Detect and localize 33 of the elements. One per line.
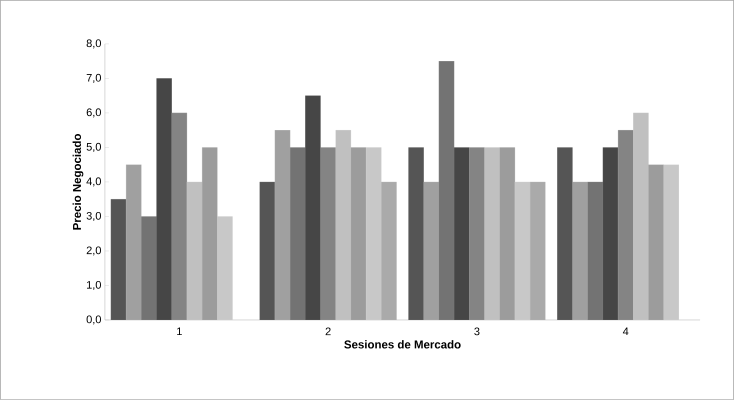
x-tick-label: 1 [177, 328, 182, 336]
bar [514, 182, 530, 320]
bar [217, 216, 233, 320]
x-tick-label: 3 [474, 328, 480, 336]
bar [484, 147, 500, 320]
bar [557, 147, 573, 320]
y-tick-label: 3,0 [86, 212, 101, 222]
y-tick-label: 2,0 [86, 246, 101, 256]
x-tick-label: 2 [326, 328, 331, 336]
y-tick-label: 7,0 [86, 74, 101, 84]
bar [366, 147, 382, 320]
y-tick-label: 5,0 [86, 142, 101, 152]
bar [110, 199, 126, 320]
bar [186, 182, 202, 320]
x-axis-title: Sesiones de Mercado [344, 340, 461, 349]
y-tick-label: 8,0 [86, 39, 101, 48]
bar [633, 112, 649, 320]
bar [602, 147, 618, 320]
y-tick-label: 4,0 [86, 177, 101, 187]
bar [305, 96, 321, 320]
bar [336, 130, 352, 320]
y-tick-label: 6,0 [86, 108, 101, 118]
bar [530, 182, 546, 320]
y-tick-label: 1,0 [87, 281, 101, 290]
bar [408, 147, 424, 320]
bar [454, 147, 470, 320]
bar [381, 182, 397, 320]
y-tick-label: 0,0 [86, 316, 101, 325]
bar [260, 182, 276, 320]
y-axis-title: Precio Negociado [72, 134, 84, 230]
x-tick-label: 4 [622, 328, 628, 336]
bar [664, 164, 680, 320]
bar [156, 78, 172, 320]
